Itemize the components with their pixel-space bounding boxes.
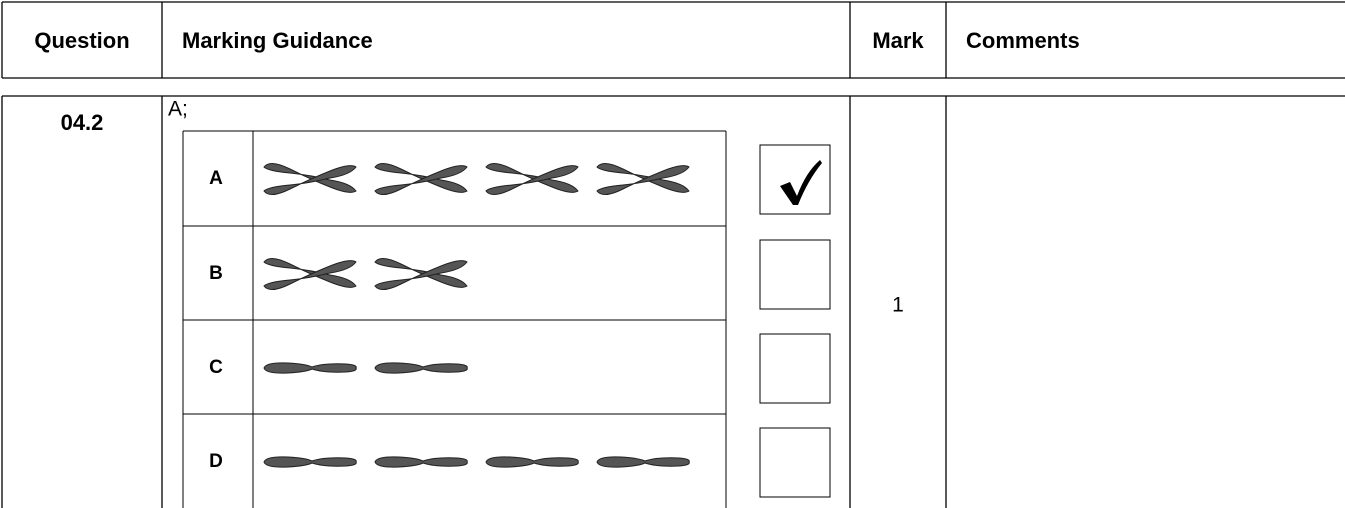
chromosome xyxy=(596,456,690,468)
chromosome xyxy=(374,456,468,468)
chromosome xyxy=(263,260,357,290)
chromosome xyxy=(485,163,579,193)
checkbox xyxy=(759,239,831,310)
answer: A; xyxy=(168,98,188,121)
chromosome xyxy=(596,165,690,195)
chromosome xyxy=(263,258,357,288)
chromosome xyxy=(485,165,579,195)
chromosome xyxy=(596,163,690,193)
chromosome xyxy=(263,362,357,374)
header-mark: Mark xyxy=(872,28,924,53)
chromosome xyxy=(374,362,468,374)
question-number: 04.2 xyxy=(61,110,104,135)
chromosome xyxy=(374,163,468,193)
chromosome xyxy=(263,456,357,468)
header-marking-guidance: Marking Guidance xyxy=(182,28,373,53)
chromosome xyxy=(485,456,579,468)
chromosome xyxy=(263,165,357,195)
header-comments: Comments xyxy=(966,28,1080,53)
option-label: A xyxy=(209,168,223,189)
chromosome xyxy=(374,258,468,288)
option-label: B xyxy=(209,263,223,284)
option-label: C xyxy=(209,357,223,378)
mark: 1 xyxy=(892,294,904,317)
chromosome xyxy=(263,163,357,193)
checkbox xyxy=(759,333,831,404)
chromosome xyxy=(374,165,468,195)
checkbox xyxy=(759,427,831,498)
options: A B C D xyxy=(209,144,831,498)
option-label: D xyxy=(209,451,223,472)
tick xyxy=(780,160,822,205)
header-question: Question xyxy=(34,28,129,53)
chromosome xyxy=(374,260,468,290)
